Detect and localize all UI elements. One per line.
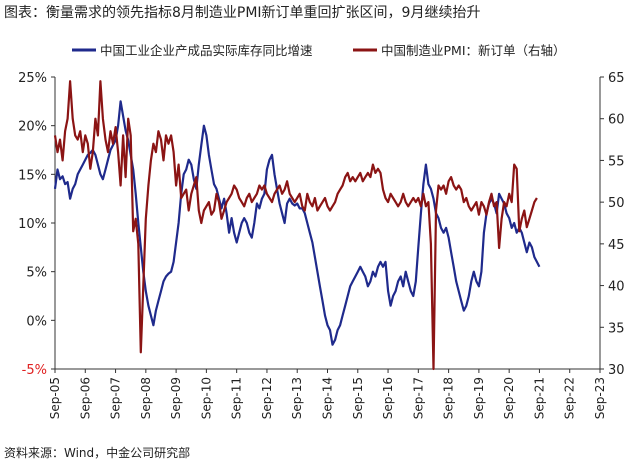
x-tick-label: Sep-19 — [472, 377, 486, 419]
right-tick-label: 30 — [608, 363, 625, 378]
x-tick-label: Sep-14 — [321, 377, 335, 419]
right-tick-label: 60 — [608, 113, 625, 128]
axes: -5% 0% 5% 10% 15% 20% 25% 30 35 40 45 50 55 60 65 Sep-0… — [18, 71, 624, 419]
x-tick-label: Sep-20 — [502, 377, 516, 419]
x-tick-label: Sep-21 — [532, 377, 546, 419]
x-tick-label: Sep-18 — [442, 377, 456, 419]
x-tick-label: Sep-23 — [593, 377, 607, 419]
left-tick-label: -5% — [22, 363, 47, 378]
x-tick-label: Sep-16 — [381, 377, 395, 419]
left-tick-label: 0% — [26, 314, 47, 329]
left-tick-label: 5% — [26, 266, 47, 281]
x-tick-label: Sep-10 — [199, 377, 213, 419]
x-tick-label: Sep-22 — [563, 377, 577, 419]
x-tick-label: Sep-08 — [139, 377, 153, 419]
left-tick-label: 15% — [18, 168, 47, 183]
right-tick-label: 40 — [608, 280, 625, 295]
x-tick-label: Sep-15 — [351, 377, 365, 419]
left-tick-label: 10% — [18, 217, 47, 232]
legend-label-pmi: 中国制造业PMI：新订单（右轴） — [381, 43, 566, 58]
series-line-pmi — [53, 80, 538, 371]
x-tick-label: Sep-09 — [169, 377, 183, 419]
figure-title: 图表：衡量需求的领先指标8月制造业PMI新订单重回扩张区间，9月继续抬升 — [4, 5, 481, 21]
left-tick-label: 25% — [18, 71, 47, 86]
left-tick-label: 20% — [18, 120, 47, 135]
series-layer — [53, 80, 541, 371]
x-tick-label: Sep-12 — [260, 377, 274, 419]
x-tick-label: Sep-17 — [411, 377, 425, 419]
legend-label-inventory: 中国工业企业产成品实际库存同比增速 — [100, 43, 313, 58]
x-tick-label: Sep-05 — [48, 377, 62, 419]
x-tick-label: Sep-07 — [109, 377, 123, 419]
right-tick-label: 35 — [608, 321, 625, 336]
chart-legend: 中国工业企业产成品实际库存同比增速 中国制造业PMI：新订单（右轴） — [72, 43, 566, 58]
series-line-inventory — [53, 100, 541, 346]
x-tick-label: Sep-13 — [290, 377, 304, 419]
right-tick-label: 45 — [608, 238, 625, 253]
x-tick-label: Sep-06 — [78, 377, 92, 419]
right-tick-label: 65 — [608, 71, 625, 86]
x-tick-label: Sep-11 — [230, 377, 244, 419]
right-tick-label: 50 — [608, 196, 625, 211]
source-note: 资料来源：Wind，中金公司研究部 — [4, 446, 191, 460]
right-tick-label: 55 — [608, 154, 625, 169]
